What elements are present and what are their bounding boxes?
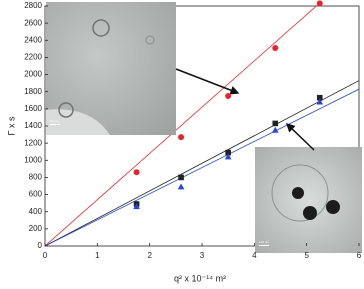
point (133, 203, 140, 210)
y-tick-label: 1600 (24, 104, 42, 113)
halo (271, 164, 329, 222)
y-tick-label: 0 (38, 241, 43, 250)
micrograph (255, 147, 362, 253)
x-tick-label: 0 (43, 251, 48, 260)
inset-top: 50 nm (46, 2, 176, 135)
arrow (175, 68, 240, 95)
point (316, 98, 324, 105)
x-tick-label: 6 (357, 251, 362, 260)
y-tick-label: 2000 (24, 70, 42, 79)
point (177, 183, 185, 190)
point (224, 153, 232, 160)
x-axis-title: q² x 10⁻¹⁴ m² (174, 273, 226, 283)
plot-area (45, 6, 359, 246)
point (316, 0, 323, 7)
y-tick-label: 200 (29, 224, 43, 233)
y-tick-label: 1000 (24, 155, 42, 164)
scale-label: 50 nm (50, 119, 59, 123)
y-tick-label: 800 (29, 173, 43, 182)
x-tick-label: 5 (304, 251, 309, 260)
x-tick-label: 4 (252, 251, 257, 260)
point (316, 94, 323, 101)
fit-line (45, 80, 359, 246)
y-tick-label: 2400 (24, 35, 42, 44)
y-tick-label: 1200 (24, 138, 42, 147)
particle (292, 187, 304, 199)
point (225, 149, 231, 156)
y-tick-label: 1400 (24, 121, 42, 130)
fit-line (45, 6, 317, 246)
scale-bar (50, 124, 60, 125)
y-tick-label: 2800 (24, 1, 42, 10)
point (272, 45, 279, 51)
point (178, 134, 185, 141)
particle (145, 35, 155, 45)
y-tick-label: 600 (29, 190, 43, 199)
y-tick-label: 2200 (24, 53, 42, 62)
y-tick-label: 2600 (24, 18, 42, 27)
scale-bar (259, 245, 269, 246)
particle (58, 102, 74, 118)
point (178, 174, 184, 181)
particle (303, 206, 317, 220)
particle (326, 200, 340, 214)
y-tick-label: 1800 (24, 87, 42, 96)
point (272, 120, 279, 127)
point (271, 126, 279, 133)
fit-line (45, 88, 359, 246)
point (133, 169, 140, 176)
inset-bottom: 100 nm (255, 147, 362, 253)
y-axis-title: Γ x s (6, 116, 16, 135)
x-tick-label: 1 (95, 251, 100, 260)
arrow (285, 122, 315, 151)
point (225, 93, 232, 99)
x-tick-label: 3 (200, 251, 205, 260)
particle (92, 19, 110, 37)
x-tick-label: 2 (147, 251, 152, 260)
y-tick-label: 400 (29, 207, 43, 216)
scale-label: 100 nm (259, 240, 270, 244)
